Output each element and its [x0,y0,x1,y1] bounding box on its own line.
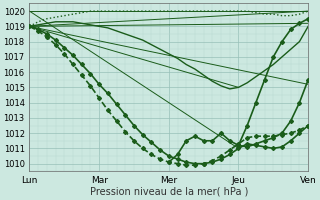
X-axis label: Pression niveau de la mer( hPa ): Pression niveau de la mer( hPa ) [90,187,248,197]
